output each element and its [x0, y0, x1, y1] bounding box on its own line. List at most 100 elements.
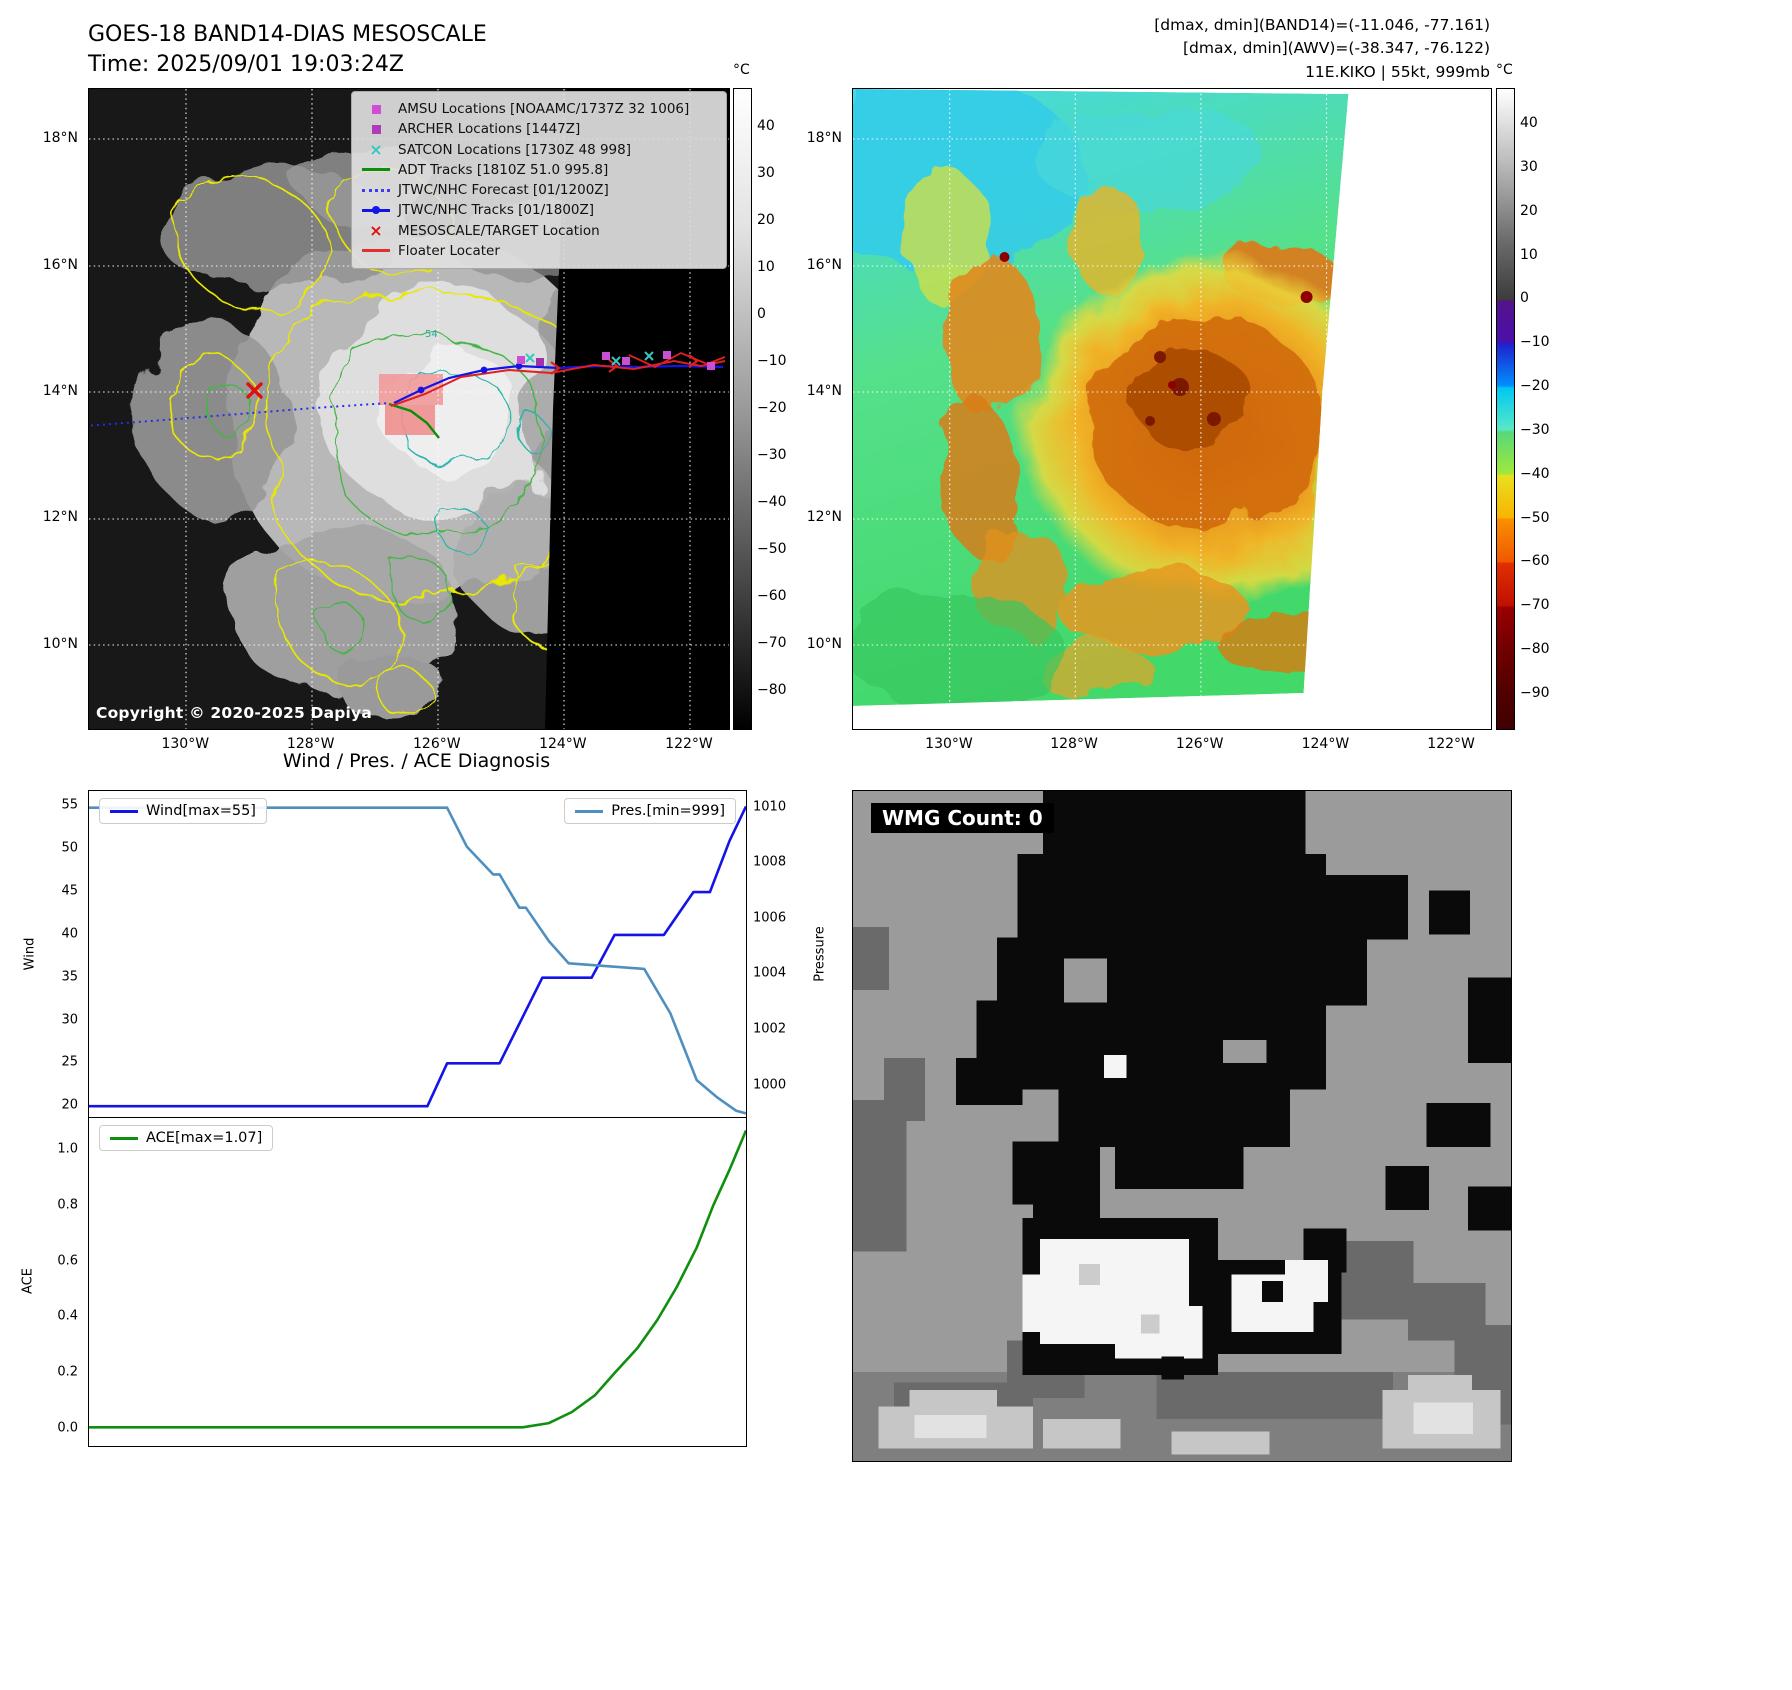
legend-item-label: SATCON Locations [1730Z 48 998] [398, 141, 631, 158]
axis-tick-label: 1008 [753, 854, 787, 870]
legend-item: ARCHER Locations [1447Z] [361, 119, 717, 139]
axis-tick-label: 55 [61, 797, 78, 813]
diagnosis-title: Wind / Pres. / ACE Diagnosis [282, 750, 551, 772]
axis-tick-label: 1000 [753, 1077, 787, 1093]
awv-map-panel [852, 88, 1492, 730]
lon-tick-label: 128°W [1050, 736, 1098, 752]
lat-tick-label: 16°N [806, 256, 842, 273]
wmg-gray-holes [1063, 848, 1352, 1064]
axis-tick-label: 0.8 [57, 1197, 78, 1213]
wind-legend-label: Wind[max=55] [146, 803, 256, 819]
lat-tick-label: 14°N [42, 382, 78, 399]
wmg-black-dots [1087, 1280, 1283, 1380]
lat-tick-label: 12°N [806, 509, 842, 526]
axis-tick-label: 1002 [753, 1021, 787, 1037]
wmg-brightest-regions [914, 1402, 1473, 1438]
colorbar-tick-label: −20 [757, 400, 787, 416]
axis-tick-label: 0.0 [57, 1420, 78, 1436]
colorbar-tick-label: −70 [1520, 597, 1550, 614]
band14-colorbar [733, 88, 752, 730]
legend-item: × MESOSCALE/TARGET Location [361, 221, 717, 241]
lon-tick-label: 124°W [539, 736, 587, 752]
legend-marker-x-icon: × [369, 139, 383, 159]
cold-core-specks [1145, 351, 1221, 426]
axis-tick-label: 1004 [753, 965, 787, 981]
lon-axis-awv: 130°W 128°W 126°W 124°W 122°W [852, 731, 1490, 753]
colorbar-tick-label: −60 [1520, 553, 1550, 570]
legend-item: JTWC/NHC Forecast [01/1200Z] [361, 180, 717, 200]
pressure-legend-line-icon [575, 809, 604, 813]
lat-axis-awv: 18°N 16°N 14°N 12°N 10°N [802, 88, 848, 728]
w mg-lightgray-regions [878, 1375, 1501, 1455]
lat-axis-band14: 18°N 16°N 14°N 12°N 10°N [38, 88, 84, 728]
lat-tick-label: 12°N [42, 509, 78, 526]
colorbar-tick-label: 10 [757, 258, 775, 275]
legend-item-label: ARCHER Locations [1447Z] [398, 121, 581, 138]
awv-colorbar-ticks: 40 30 20 10 0 −10 −20 −30 −40 −50 −60 −70 −80 −90 [1515, 88, 1561, 728]
colorbar-tick-label: 30 [757, 164, 775, 181]
colorbar-tick-label: 20 [1520, 202, 1538, 219]
lat-tick-label: 10°N [42, 636, 78, 653]
header-right: [dmax, dmin](BAND14)=(-11.046, -77.161) … [990, 14, 1490, 84]
series-line [89, 1129, 748, 1429]
copyright-text: Copyright © 2020-2025 Dapiya [96, 704, 373, 722]
floater-arrows [550, 354, 699, 375]
wind-legend-line-icon [110, 809, 138, 813]
colorbar-tick-label: 40 [757, 117, 775, 134]
dmax-dmin-awv: [dmax, dmin](AWV)=(-38.347, -76.122) [1183, 39, 1490, 58]
legend-marker-line-icon [361, 168, 391, 172]
pressure-axis-label: Pressure [812, 926, 828, 982]
ace-legend-label: ACE[max=1.07] [146, 1130, 263, 1146]
colorbar-tick-label: −40 [757, 494, 787, 511]
awv-satellite-image [853, 89, 1491, 729]
ace-axis-ticks: 0.0 0.2 0.4 0.6 0.8 1.0 [42, 1117, 84, 1445]
satcon-location-markers [525, 351, 654, 366]
header-left: GOES-18 BAND14-DIAS MESOSCALE Time: 2025… [88, 20, 487, 81]
colorbar-tick-label: −30 [757, 447, 787, 464]
legend-item: JTWC/NHC Tracks [01/1800Z] [361, 200, 717, 220]
series-line [89, 806, 747, 1115]
lon-tick-label: 124°W [1301, 736, 1350, 752]
amsu-location-markers [517, 351, 715, 370]
axis-tick-label: 25 [61, 1054, 78, 1070]
colorbar-tick-label: 10 [1520, 246, 1538, 263]
wmg-count-label: WMG Count: 0 [871, 803, 1054, 833]
band14-map-panel: 54 AMSU Locations [NOAAMC/1737Z 32 1006]… [88, 88, 730, 730]
colorbar-tick-label: −50 [1520, 509, 1550, 526]
wind-axis-ticks: 20 25 30 35 40 45 50 55 [42, 790, 84, 1118]
mesoscale-target-x-icon [246, 382, 263, 399]
storm-summary: 11E.KIKO | 55kt, 999mb [1305, 62, 1490, 81]
legend-item: AMSU Locations [NOAAMC/1737Z 32 1006] [361, 99, 717, 119]
target-area-boxes [379, 374, 443, 435]
colorbar-tick-label: −80 [1520, 641, 1550, 658]
legend-item-label: AMSU Locations [NOAAMC/1737Z 32 1006] [398, 101, 690, 117]
legend-item: × SATCON Locations [1730Z 48 998] [361, 140, 717, 160]
legend-item: ADT Tracks [1810Z 51.0 995.8] [361, 160, 717, 180]
legend-marker-line-icon [361, 249, 391, 253]
lon-tick-label: 128°W [286, 736, 335, 752]
awv-moisture-shapes [853, 89, 1349, 704]
wmg-speckles [1079, 1264, 1160, 1334]
ace-plot [89, 1129, 748, 1429]
colorbar-tick-label: −80 [757, 682, 787, 699]
colorbar-tick-label: −50 [757, 541, 787, 558]
awv-colorbar-unit: °C [1496, 62, 1513, 78]
colorbar-tick-label: −10 [757, 352, 787, 369]
archer-location-marker [536, 358, 544, 366]
axis-tick-label: 50 [61, 840, 78, 856]
legend-marker-square-icon [361, 124, 391, 134]
colorbar-tick-label: 0 [757, 305, 766, 322]
legend-marker-line-dot-icon [361, 206, 391, 215]
figure-timestamp: Time: 2025/09/01 19:03:24Z [88, 52, 404, 78]
axis-tick-label: 45 [61, 883, 78, 899]
legend-item-label: JTWC/NHC Tracks [01/1800Z] [398, 202, 595, 219]
lat-tick-label: 16°N [42, 256, 78, 273]
band14-colorbar-ticks: 40 30 20 10 0 −10 −20 −30 −40 −50 −60 −70 −80 [752, 88, 798, 728]
legend-dot-icon [372, 206, 380, 215]
pressure-legend: Pres.[min=999] [564, 798, 736, 824]
wmg-panel: WMG Count: 0 [852, 790, 1512, 1462]
lon-tick-label: 126°W [413, 736, 461, 752]
axis-tick-label: 0.4 [57, 1308, 78, 1324]
axis-tick-label: 40 [61, 926, 78, 942]
